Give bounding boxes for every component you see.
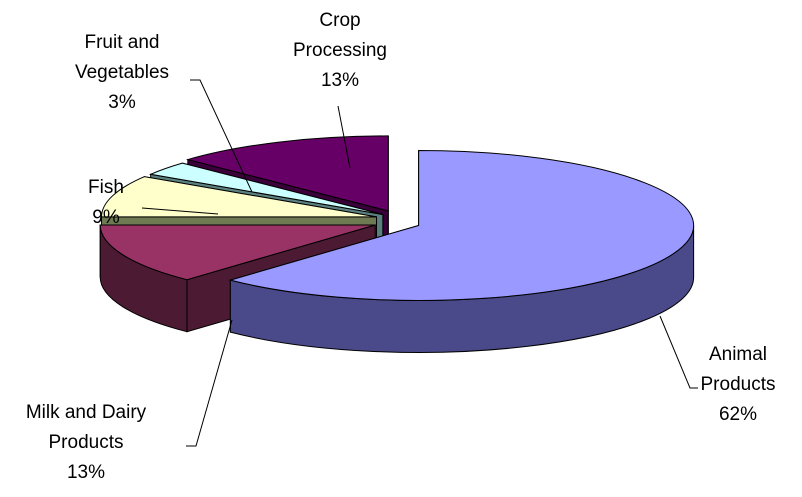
slice-fish: [101, 176, 377, 218]
slice-fruit-and-vegetables: [148, 162, 383, 215]
slice-percent-fish: 9%: [92, 207, 120, 228]
slice-label-fruit-and-vegetables: Vegetables: [75, 62, 169, 83]
slice-animal-products: [228, 149, 695, 301]
slice-label-milk-and-dairy-products: Products: [49, 432, 124, 453]
slice-percent-animal-products: 62%: [719, 404, 757, 425]
slice-label-crop-processing: Crop: [319, 10, 360, 31]
slice-labels: Animal Products 62% Milk and Dairy Products 1…: [26, 10, 776, 483]
pie-tops: [99, 135, 695, 301]
leader-line-animal-products: [659, 315, 698, 389]
slice-percent-milk-and-dairy-products: 13%: [67, 462, 105, 483]
slice-milk-and-dairy-products: [99, 224, 376, 281]
slice-label-animal-products: Products: [701, 374, 776, 395]
leader-line-milk-and-dairy-products: [186, 319, 233, 447]
slice-percent-crop-processing: 13%: [321, 70, 359, 91]
leader-line-crop-processing: [337, 105, 351, 169]
leader-line-fruit-and-vegetables: [190, 79, 253, 193]
slice-crop-processing: [185, 135, 389, 212]
leader-line-fish: [141, 207, 219, 215]
slice-label-crop-processing: Processing: [293, 40, 387, 61]
slice-label-animal-products: Animal: [709, 344, 767, 365]
slice-percent-fruit-and-vegetables: 3%: [108, 92, 136, 113]
slice-label-fruit-and-vegetables: Fruit and: [85, 32, 160, 53]
leader-lines: [141, 79, 698, 447]
slice-label-fish: Fish: [88, 177, 124, 198]
slice-label-milk-and-dairy-products: Milk and Dairy: [26, 402, 147, 423]
